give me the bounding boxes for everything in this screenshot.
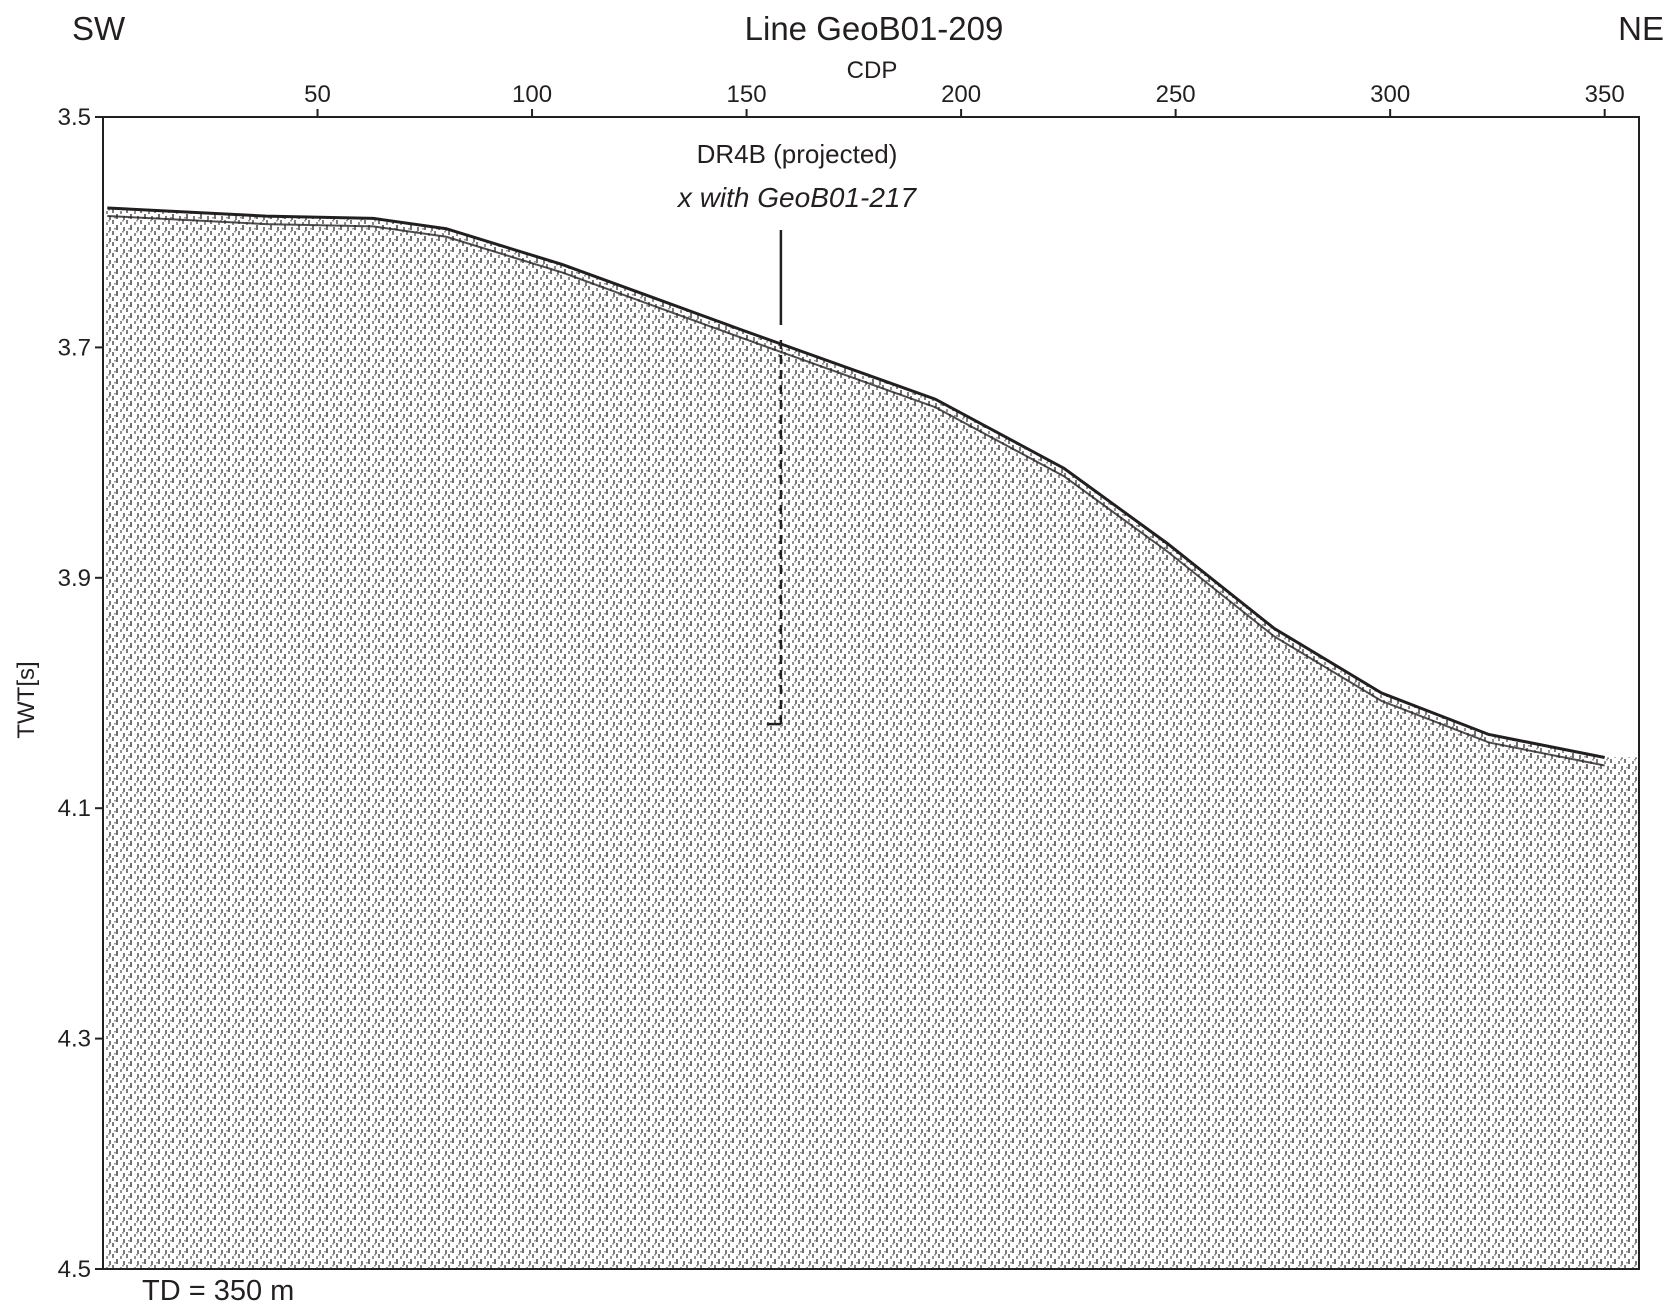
chart: SW NE Line GeoB01-209 CDP TWT[s] TD = 35…	[0, 0, 1669, 1307]
x-axis-label: CDP	[847, 57, 898, 84]
left-direction: SW	[72, 10, 126, 47]
right-direction: NE	[1618, 10, 1664, 47]
x-tick-label: 150	[727, 81, 767, 108]
y-tick-label: 4.1	[58, 795, 91, 822]
marker-label: DR4B (projected)	[697, 139, 898, 169]
y-axis-label: TWT[s]	[13, 661, 40, 738]
y-tick-label: 3.5	[58, 104, 91, 131]
x-tick-label: 100	[512, 81, 552, 108]
y-tick-label: 4.3	[58, 1026, 91, 1053]
x-tick-label: 200	[941, 81, 981, 108]
footnote: TD = 350 m	[142, 1275, 294, 1307]
x-tick-label: 50	[304, 81, 331, 108]
marker-note: x with GeoB01-217	[676, 182, 918, 213]
x-tick-label: 250	[1156, 81, 1196, 108]
y-tick-label: 4.5	[58, 1256, 91, 1283]
y-tick-label: 3.7	[58, 334, 91, 361]
y-tick-label: 3.9	[58, 565, 91, 592]
seismic-texture	[103, 208, 1639, 1269]
chart-title: Line GeoB01-209	[745, 10, 1004, 47]
x-tick-label: 350	[1585, 81, 1625, 108]
x-tick-label: 300	[1370, 81, 1410, 108]
